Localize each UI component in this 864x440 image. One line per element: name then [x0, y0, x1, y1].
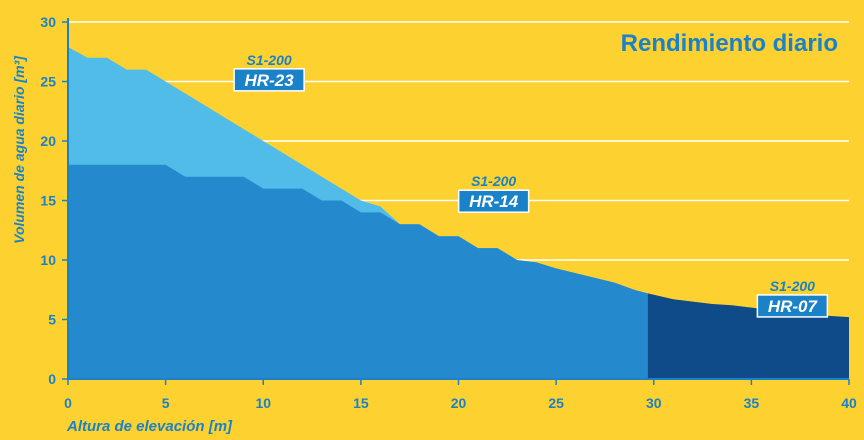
- axes: 0 5 10 15 20 25 30 0 5 10 15 20 25 30 35 40: [40, 14, 857, 411]
- y-tick-label: 20: [40, 133, 56, 149]
- x-tick-label: 10: [255, 395, 271, 411]
- x-tick-label: 35: [744, 395, 760, 411]
- area-series-hr-14: [68, 164, 668, 379]
- y-tick-label: 0: [48, 371, 56, 387]
- series-label-hr-07: S1-200 HR-07: [756, 278, 829, 318]
- x-tick-label: 30: [646, 395, 662, 411]
- series-label-box: [756, 294, 829, 318]
- series-label-box: [457, 189, 530, 213]
- y-tick-label: 5: [48, 312, 56, 328]
- x-axis-label: Altura de elevación [m]: [66, 418, 233, 435]
- series-label-name: HR-14: [469, 192, 519, 211]
- y-axis-label: Volumen de agua diario [m³]: [11, 55, 27, 244]
- series-label-model: S1-200: [471, 173, 516, 189]
- series-label-box: [233, 68, 305, 92]
- series-label-hr-14: S1-200 HR-14: [457, 173, 530, 213]
- plot-areas: [68, 46, 849, 380]
- x-tick-label: 0: [64, 395, 72, 411]
- x-tick-label: 20: [451, 395, 467, 411]
- x-tick-label: 5: [162, 395, 170, 411]
- x-tick-label: 25: [548, 395, 564, 411]
- series-labels: S1-200 HR-23 S1-200 HR-14 S1-200 HR-07: [233, 52, 829, 318]
- y-tick-label: 10: [40, 252, 56, 268]
- series-label-name: HR-23: [245, 71, 295, 90]
- series-label-name: HR-07: [768, 297, 819, 316]
- y-tick-label: 25: [40, 74, 56, 90]
- x-tick-label: 15: [353, 395, 369, 411]
- chart-title: Rendimiento diario: [621, 30, 838, 57]
- series-label-hr-23: S1-200 HR-23: [233, 52, 305, 92]
- series-label-model: S1-200: [770, 278, 815, 294]
- series-label-model: S1-200: [247, 52, 292, 68]
- y-tick-label: 30: [40, 14, 56, 30]
- x-tick-label: 40: [841, 395, 857, 411]
- y-tick-label: 15: [40, 193, 56, 209]
